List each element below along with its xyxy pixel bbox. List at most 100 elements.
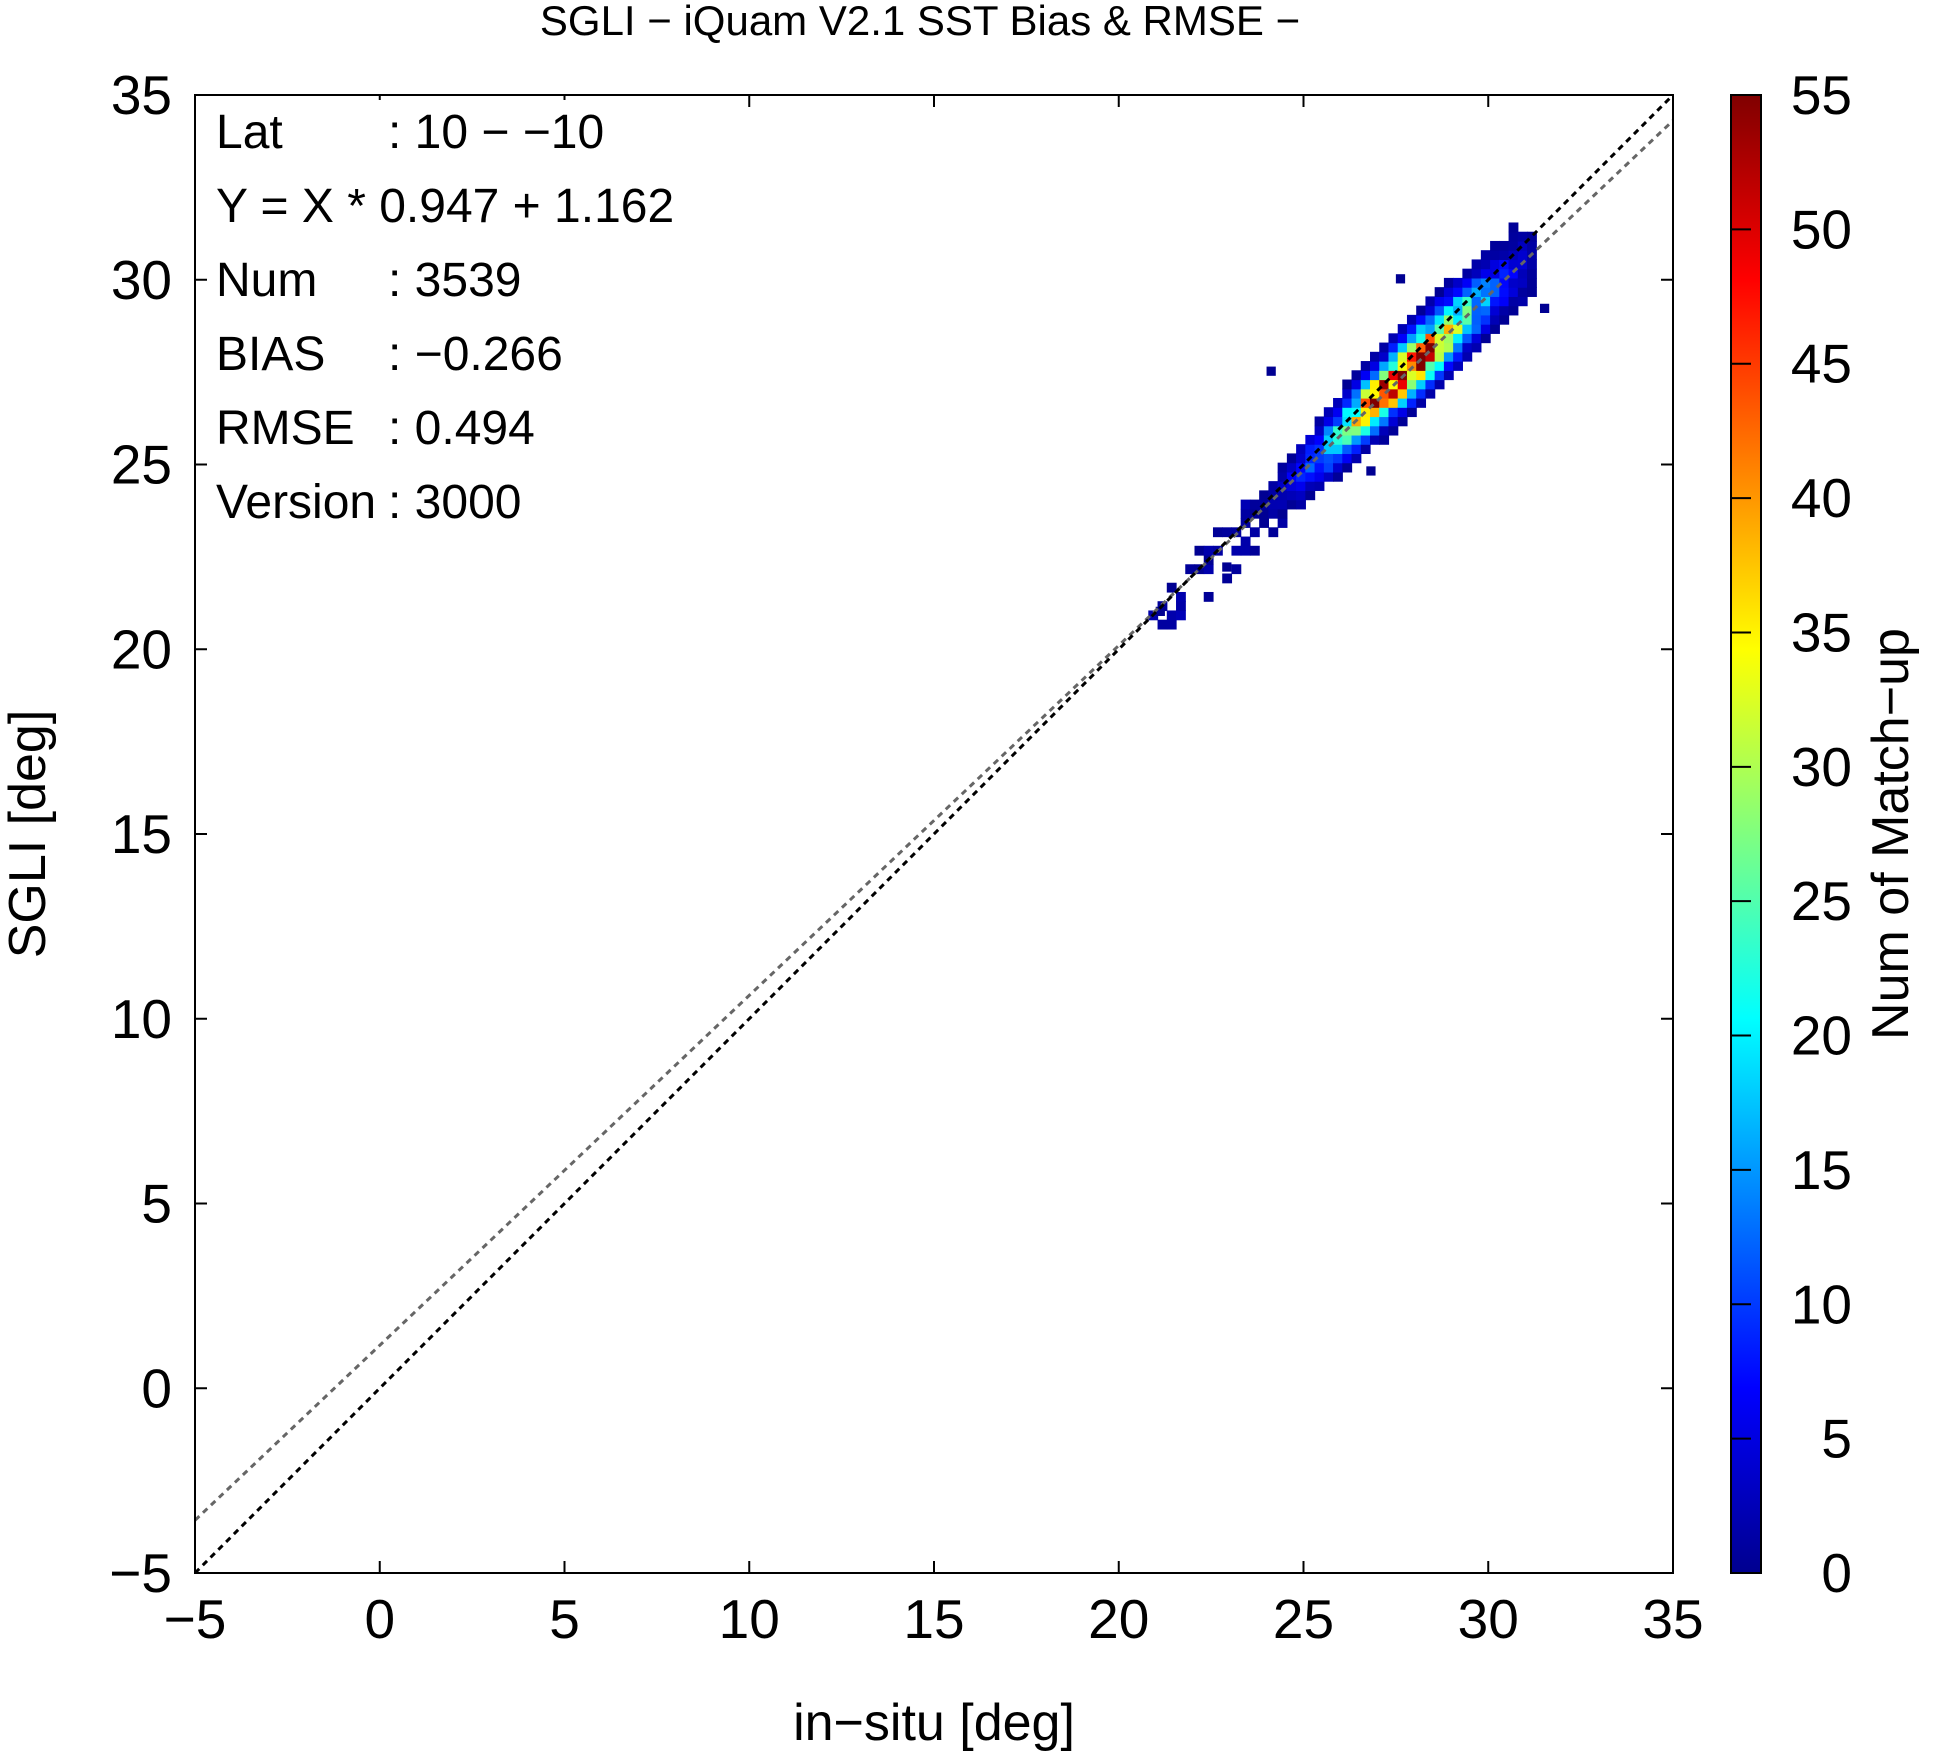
outlier-cell	[1222, 562, 1232, 572]
density-cell	[1360, 370, 1371, 381]
density-cell	[1397, 342, 1408, 353]
density-cell	[1434, 342, 1445, 353]
density-cell	[1406, 388, 1417, 399]
y-axis-title: SGLI [deg]	[0, 710, 57, 959]
colorbar-tick-label: 45	[1791, 333, 1852, 395]
density-cell	[1323, 471, 1334, 482]
density-cell	[1480, 259, 1491, 270]
density-cell	[1259, 508, 1269, 519]
stat-key: RMSE	[216, 402, 355, 455]
density-cell	[1370, 397, 1380, 408]
density-cell	[1351, 397, 1362, 408]
density-cell	[1527, 287, 1537, 297]
stat-key: Version	[216, 476, 376, 529]
x-tick-label: 20	[1088, 1588, 1149, 1650]
density-cell	[1166, 610, 1177, 621]
density-cell	[1314, 425, 1325, 436]
density-cell	[1314, 462, 1325, 473]
density-cell	[1388, 397, 1399, 408]
density-cell	[1370, 434, 1380, 445]
colorbar-tick-label: 35	[1791, 601, 1852, 663]
y-tick-label: 35	[111, 64, 172, 126]
colorbar-tick-label: 40	[1791, 467, 1852, 529]
density-cell	[1388, 361, 1399, 371]
density-cell	[1379, 388, 1390, 399]
density-cell	[1249, 499, 1260, 510]
density-cell	[1286, 462, 1297, 473]
density-cell	[1434, 361, 1445, 371]
density-cell	[1351, 379, 1362, 390]
density-cell	[1406, 324, 1417, 334]
x-axis-ticks: −5 0 5 10 15 20 25 30 35	[164, 95, 1704, 1650]
density-cell	[1342, 388, 1353, 399]
density-cell	[1388, 416, 1399, 427]
density-cell	[1416, 370, 1427, 381]
density-cell	[1333, 407, 1343, 418]
density-cell	[1517, 268, 1528, 279]
density-cell	[1305, 481, 1316, 491]
density-cell	[1249, 545, 1260, 556]
density-cell	[1333, 425, 1343, 436]
density-cell	[1231, 564, 1242, 575]
density-cell	[1259, 490, 1269, 501]
density-cell	[1453, 361, 1463, 371]
density-cell	[1379, 379, 1390, 390]
x-tick-label: 35	[1642, 1588, 1703, 1650]
density-cell	[1268, 527, 1279, 538]
density-cell	[1471, 342, 1482, 353]
density-cell	[1480, 250, 1491, 261]
density-cell	[1323, 462, 1334, 473]
density-cell	[1471, 305, 1482, 316]
density-cell	[1249, 527, 1260, 538]
density-cell	[1351, 370, 1362, 381]
stat-key: Lat	[216, 106, 283, 159]
density-cell	[1286, 471, 1297, 482]
stat-value: : −0.266	[388, 328, 563, 381]
density-cell	[1379, 342, 1390, 353]
density-cell	[1296, 471, 1306, 482]
density-cell	[1296, 499, 1306, 510]
density-cell	[1480, 305, 1491, 316]
density-cell	[1416, 333, 1427, 344]
density-cell	[1453, 277, 1463, 288]
colorbar-tick-label: 30	[1791, 736, 1852, 798]
density-cell	[1490, 305, 1500, 316]
regression-line	[195, 119, 1673, 1522]
density-cell	[1462, 305, 1473, 316]
density-cell	[1406, 370, 1417, 381]
y-axis-ticks: −5 0 5 10 15 20 25 30 35	[109, 64, 1673, 1604]
density-cell	[1434, 296, 1445, 307]
density-cell	[1499, 287, 1510, 297]
density-cell	[1425, 296, 1436, 307]
density-cell	[1379, 351, 1390, 362]
density-cell	[1443, 296, 1454, 307]
y-tick-label: 15	[111, 803, 172, 865]
y-tick-label: 20	[111, 618, 172, 680]
density-cell	[1416, 305, 1427, 316]
density-cell	[1527, 259, 1537, 270]
density-cell	[1499, 305, 1510, 316]
density-cell	[1351, 434, 1362, 445]
colorbar-title: Num of Match−up	[1862, 628, 1920, 1040]
y-tick-label: 0	[141, 1357, 172, 1419]
chart-title: SGLI − iQuam V2.1 SST Bias & RMSE −	[540, 0, 1300, 44]
stats-box	[210, 100, 696, 235]
density-cell	[1360, 434, 1371, 445]
density-cell	[1323, 434, 1334, 445]
density-cell	[1268, 508, 1279, 519]
density-cell	[1397, 324, 1408, 334]
density-cell	[1416, 379, 1427, 390]
density-cell	[1499, 296, 1510, 307]
colorbar-tick-label: 25	[1791, 870, 1852, 932]
density-cell	[1490, 259, 1500, 270]
density-cell	[1397, 388, 1408, 399]
density-cell	[1416, 388, 1427, 399]
density-cell	[1360, 379, 1371, 390]
density-cell	[1453, 296, 1463, 307]
colorbar-tick-label: 20	[1791, 1005, 1852, 1067]
density-cell	[1286, 453, 1297, 464]
density-cell	[1425, 370, 1436, 381]
density-cell	[1508, 231, 1519, 242]
density-cell	[1314, 434, 1325, 445]
